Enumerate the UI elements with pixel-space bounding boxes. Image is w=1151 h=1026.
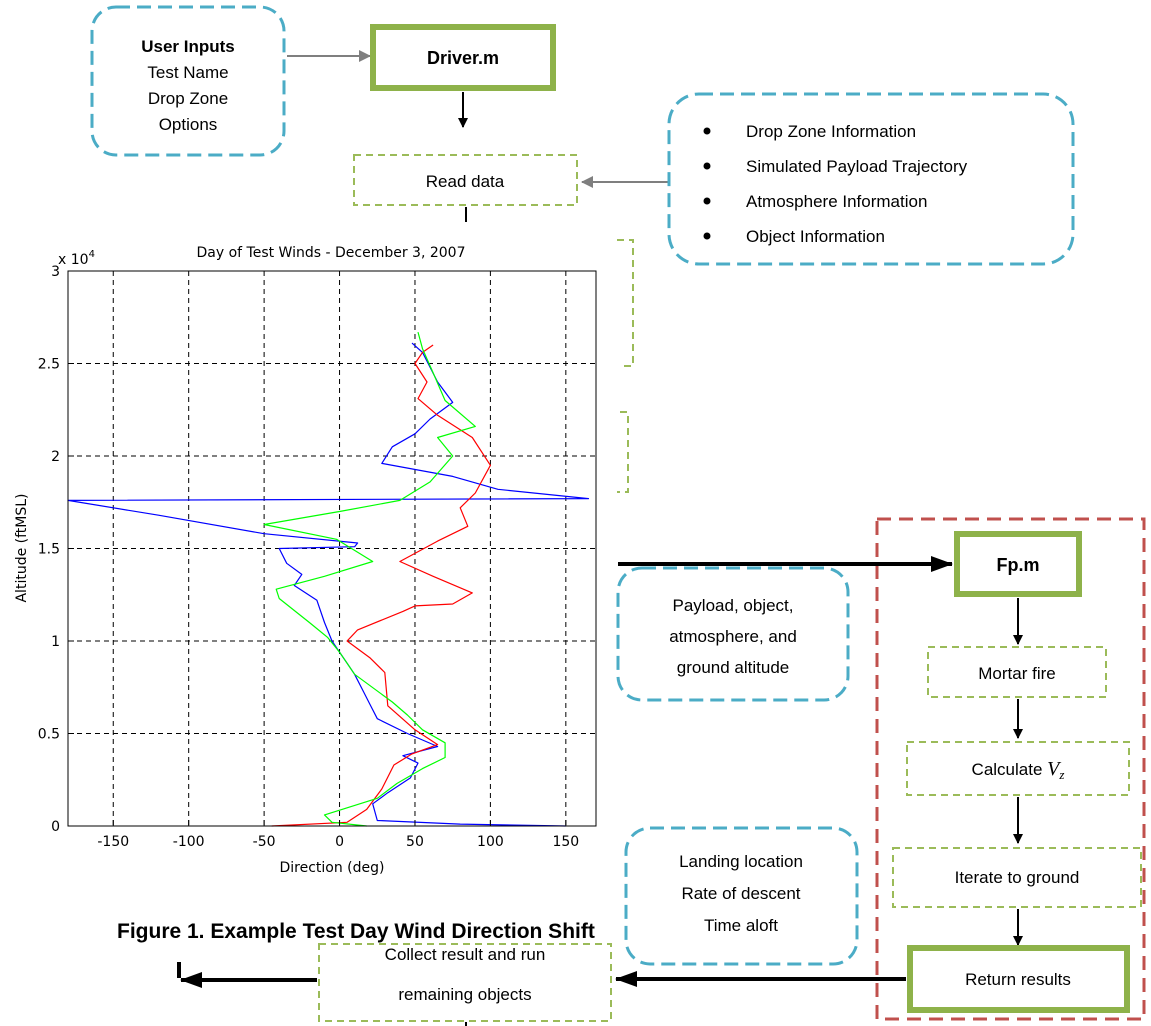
bullet-icon bbox=[703, 232, 711, 240]
chart-ticks: -150 -100 -50 0 50 100 150 0 0.5 1 1.5 2 2.5 3 bbox=[38, 264, 579, 850]
y-tick-label: 2.5 bbox=[38, 357, 60, 373]
series-line-3 bbox=[263, 331, 476, 827]
bracket-fragment-top bbox=[617, 239, 634, 367]
iterate-box bbox=[892, 847, 1142, 908]
vz-subscript: z bbox=[1058, 767, 1064, 782]
user-inputs-line: Drop Zone bbox=[148, 89, 228, 108]
y-multiplier-label: x 104 bbox=[58, 249, 95, 268]
info-box bbox=[667, 92, 1075, 266]
user-inputs-box bbox=[90, 5, 286, 157]
user-inputs-line: Test Name bbox=[147, 63, 228, 82]
y-tick-label: 2 bbox=[51, 449, 60, 465]
x-tick-label: 0 bbox=[335, 834, 344, 850]
outputs-line: Rate of descent bbox=[681, 884, 800, 903]
info-item: Atmosphere Information bbox=[746, 192, 927, 211]
bullet-icon bbox=[703, 197, 711, 205]
collect-line: Collect result and run bbox=[385, 945, 546, 964]
vz-symbol: V bbox=[1047, 758, 1062, 780]
driver-label: Driver.m bbox=[427, 48, 499, 68]
fp-inputs-box bbox=[616, 566, 850, 702]
fp-inputs-line: Payload, object, bbox=[673, 596, 794, 615]
mortar-fire-box bbox=[927, 646, 1107, 698]
y-multiplier-exponent: 4 bbox=[89, 249, 95, 260]
bullet-icon bbox=[703, 127, 711, 135]
wind-direction-chart: Day of Test Winds - December 3, 2007 x 1… bbox=[14, 245, 597, 876]
calculate-vz-text: Calculate bbox=[972, 760, 1048, 779]
y-tick-label: 0 bbox=[51, 819, 60, 835]
chart-series bbox=[67, 331, 590, 827]
return-results-box bbox=[907, 945, 1130, 1013]
fp-box bbox=[954, 531, 1082, 597]
y-axis-label: Altitude (ftMSL) bbox=[14, 493, 30, 602]
y-tick-label: 3 bbox=[51, 264, 60, 280]
x-tick-label: 50 bbox=[406, 834, 424, 850]
y-tick-label: 0.5 bbox=[38, 727, 60, 743]
fp-label: Fp.m bbox=[997, 555, 1040, 575]
collect-line: remaining objects bbox=[398, 985, 531, 1004]
driver-box bbox=[370, 24, 556, 91]
fp-region bbox=[875, 517, 1146, 1021]
read-data-label: Read data bbox=[426, 172, 505, 191]
calculate-vz-label: Calculate Vz bbox=[972, 758, 1065, 782]
fp-inputs-line: atmosphere, and bbox=[669, 627, 797, 646]
series-line-1 bbox=[67, 342, 590, 827]
y-tick-label: 1 bbox=[51, 634, 60, 650]
chart-title: Day of Test Winds - December 3, 2007 bbox=[197, 245, 466, 261]
x-tick-label: -50 bbox=[253, 834, 276, 850]
info-item: Drop Zone Information bbox=[746, 122, 916, 141]
x-tick-label: -100 bbox=[173, 834, 205, 850]
x-tick-label: 100 bbox=[477, 834, 504, 850]
series-line-2 bbox=[271, 344, 491, 827]
bracket-fragment-mid bbox=[617, 411, 629, 493]
bullet-icon bbox=[703, 162, 711, 170]
figure-caption: Figure 1. Example Test Day Wind Directio… bbox=[117, 920, 595, 943]
x-tick-label: -150 bbox=[97, 834, 129, 850]
x-tick-label: 150 bbox=[552, 834, 579, 850]
user-inputs-line: Options bbox=[159, 115, 218, 134]
read-data-box bbox=[353, 154, 578, 206]
user-inputs-title: User Inputs bbox=[141, 37, 235, 56]
iterate-label: Iterate to ground bbox=[955, 868, 1080, 887]
return-results-label: Return results bbox=[965, 970, 1071, 989]
y-multiplier-base: x 10 bbox=[58, 252, 89, 268]
flow-diagram: User Inputs Test Name Drop Zone Options … bbox=[90, 5, 1146, 1026]
info-item: Object Information bbox=[746, 227, 885, 246]
y-tick-label: 1.5 bbox=[38, 542, 60, 558]
info-item: Simulated Payload Trajectory bbox=[746, 157, 968, 176]
fp-inputs-line: ground altitude bbox=[677, 658, 789, 677]
calculate-vz-box bbox=[906, 741, 1130, 796]
x-axis-label: Direction (deg) bbox=[279, 860, 384, 876]
outputs-line: Time aloft bbox=[704, 916, 778, 935]
outputs-line: Landing location bbox=[679, 852, 803, 871]
chart-grid bbox=[68, 270, 596, 827]
outputs-box bbox=[624, 826, 859, 966]
mortar-fire-label: Mortar fire bbox=[978, 664, 1055, 683]
collect-box bbox=[318, 943, 612, 1022]
